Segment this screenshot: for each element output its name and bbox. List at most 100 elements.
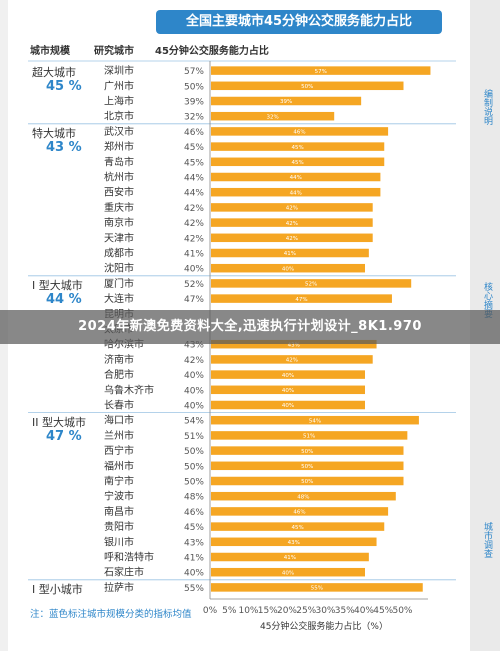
city-label: 济南市 [104,353,134,366]
bar-value-label: 44% [290,175,302,181]
bar [211,415,419,425]
bar-value-label: 32% [266,114,278,120]
percent-label: 50% [184,82,204,92]
bar-value-label: 42% [286,236,298,242]
city-label: 南昌市 [104,505,134,518]
bar-value-label: 42% [286,358,298,364]
percent-label: 44% [184,189,204,199]
bar-value-label: 40% [282,403,294,409]
bar [211,66,431,75]
percent-label: 42% [184,234,204,244]
bar [211,491,396,501]
bar-value-label: 55% [311,586,323,592]
city-label: 乌鲁木齐市 [104,383,154,396]
percent-label: 41% [184,554,204,564]
bar [211,567,365,577]
city-label: 厦门市 [104,277,134,290]
percent-label: 32% [184,113,204,123]
bar-value-label: 41% [284,555,296,561]
bar [211,248,369,258]
bar-value-label: 51% [303,434,315,440]
city-label: 海口市 [104,414,134,427]
bar-value-label: 48% [297,494,309,500]
bar-value-label: 50% [301,449,313,455]
percent-label: 40% [184,265,204,275]
city-scale-label: I 型小城市 [32,582,83,596]
bar-value-label: 45% [292,145,304,151]
city-label: 广州市 [104,79,134,92]
city-scale-average: 43 % [46,139,82,155]
city-label: 成都市 [104,247,134,260]
city-scale-average: 45 % [46,79,82,94]
bar-value-label: 45% [292,525,304,531]
bar [211,172,381,182]
city-label: 长春市 [104,399,134,412]
bar-value-label: 50% [301,479,313,485]
city-label: 贵阳市 [104,520,134,533]
city-label: 郑州市 [104,140,134,153]
x-tick-label: 25% [296,606,316,616]
x-tick-label: 20% [277,606,297,616]
bar [211,339,377,349]
percent-label: 41% [184,250,204,260]
column-header-ratio: 45分钟公交服务能力占比 [155,46,269,57]
x-tick-label: 30% [315,606,335,616]
column-header-scale: 城市规模 [30,46,70,57]
percent-label: 42% [184,356,204,366]
bar-value-label: 40% [282,266,294,272]
x-tick-label: 45% [373,606,393,616]
bar [211,400,365,410]
side-tab-survey[interactable]: 城市调查 [482,522,492,558]
bar [211,263,365,273]
percent-label: 46% [184,508,204,518]
side-tab-intro[interactable]: 编制说明 [482,89,492,125]
percent-label: 50% [184,462,204,472]
city-scale-label: 特大城市 [32,126,76,140]
percent-label: 39% [184,98,204,108]
percent-label: 50% [184,478,204,488]
city-label: 合肥市 [104,368,134,381]
city-scale-average: 47 % [46,428,82,444]
city-label: 沈阳市 [104,262,134,275]
column-header-city: 研究城市 [94,46,134,57]
bar [211,81,404,91]
city-label: 北京市 [104,110,134,123]
percent-label: 46% [184,128,204,138]
city-label: 武汉市 [104,125,134,138]
x-tick-label: 40% [354,606,374,616]
bar-value-label: 42% [286,221,298,227]
bar [211,355,373,364]
bar [211,279,412,288]
bar [211,370,365,379]
x-tick-label: 5% [222,606,237,616]
bar-value-label: 39% [280,99,292,105]
city-label: 西安市 [104,186,134,199]
city-scale-label: I 型大城市 [32,278,83,292]
side-tab-summary[interactable]: 核心摘要 [482,282,492,318]
city-label: 石家庄市 [104,566,144,579]
bar [211,431,408,440]
percent-label: 40% [184,371,204,381]
bar-value-label: 50% [301,464,313,470]
percent-label: 40% [184,569,204,579]
percent-label: 45% [184,158,204,168]
bar-value-label: 46% [293,130,305,136]
bar-value-label: 54% [309,418,321,424]
bar-value-label: 57% [315,69,327,75]
bar [211,203,373,212]
city-scale-label: 超大城市 [32,66,76,79]
bar [211,461,404,471]
percent-label: 40% [184,386,204,396]
bar-value-label: 40% [282,388,294,394]
percent-label: 51% [184,432,204,442]
watermark-banner: 2024年新澳免费资料大全,迅速执行计划设计_8K1.970 [0,310,500,344]
percent-label: 50% [184,447,204,457]
bar-value-label: 42% [286,206,298,212]
city-scale-average: 44 % [46,291,82,307]
bar [211,294,392,303]
city-label: 上海市 [104,95,134,108]
percent-label: 43% [184,538,204,548]
city-label: 呼和浩特市 [104,551,154,564]
percent-label: 54% [184,417,204,427]
percent-label: 47% [184,295,204,305]
